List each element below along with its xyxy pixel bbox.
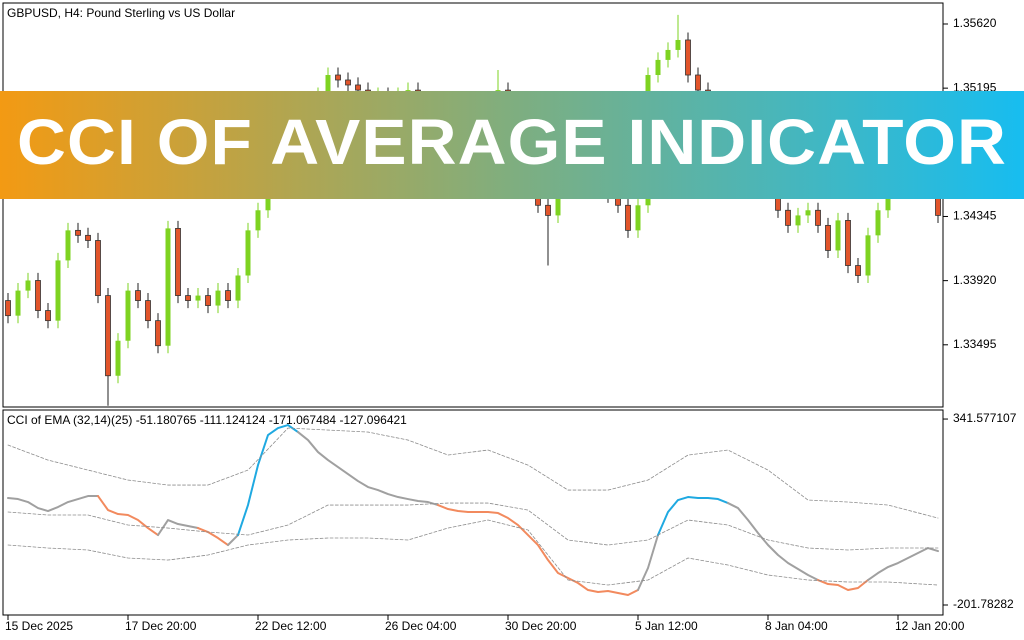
x-tick-label: 22 Dec 12:00 bbox=[255, 619, 327, 633]
indicator-line bbox=[637, 534, 659, 592]
indicator-line bbox=[727, 502, 819, 582]
candle-body bbox=[235, 275, 241, 301]
x-tick-label: 15 Dec 2025 bbox=[5, 619, 73, 633]
candle-body bbox=[845, 219, 851, 266]
indicator-line bbox=[437, 504, 639, 597]
candle-body bbox=[65, 230, 71, 261]
candle-body bbox=[105, 295, 111, 377]
candle-body bbox=[885, 190, 891, 211]
candle-body bbox=[175, 228, 181, 296]
pane-line bbox=[7, 424, 939, 597]
y-tick-label: 1.35195 bbox=[953, 80, 997, 94]
candle-body bbox=[185, 295, 191, 301]
candle-body bbox=[675, 39, 681, 50]
banner-background bbox=[0, 91, 1024, 199]
candle-body bbox=[95, 240, 101, 296]
candle-body bbox=[155, 320, 161, 347]
candle-body bbox=[785, 209, 791, 226]
indicator-line bbox=[817, 579, 869, 592]
band-line bbox=[7, 519, 939, 586]
indicator-line bbox=[237, 424, 299, 537]
candle-body bbox=[45, 310, 51, 322]
candle-body bbox=[805, 210, 811, 216]
x-tick-label: 17 Dec 20:00 bbox=[125, 619, 197, 633]
candle-body bbox=[255, 210, 261, 231]
candle-body bbox=[25, 280, 31, 291]
candle-body bbox=[635, 205, 641, 231]
indicator-line bbox=[197, 527, 229, 547]
candle-body bbox=[345, 79, 351, 86]
x-tick-label: 12 Jan 20:00 bbox=[895, 619, 965, 633]
candle-body bbox=[655, 59, 661, 76]
indicator-line bbox=[297, 431, 439, 507]
y-tick-label: 1.33495 bbox=[953, 337, 997, 351]
candle-body bbox=[145, 300, 151, 322]
candle-body bbox=[55, 260, 61, 321]
candle-body bbox=[75, 229, 81, 236]
candle-body bbox=[825, 224, 831, 251]
y-tick-label: 1.34345 bbox=[953, 209, 997, 223]
candle-body bbox=[205, 295, 211, 306]
candle-body bbox=[865, 235, 871, 276]
candle-body bbox=[35, 280, 41, 311]
pane-title: CCI of EMA (32,14)(25) -51.180765 -111.1… bbox=[7, 413, 407, 427]
indicator-line bbox=[7, 495, 99, 513]
candle-body bbox=[195, 295, 201, 301]
y-tick-label: 1.35620 bbox=[953, 16, 997, 30]
candle-body bbox=[165, 228, 171, 346]
indicator-line bbox=[867, 547, 939, 582]
candle-body bbox=[795, 215, 801, 226]
pane-title: GBPUSD, H4: Pound Sterling vs US Dollar bbox=[7, 6, 235, 20]
indicator-line bbox=[157, 519, 199, 537]
candle-body bbox=[625, 204, 631, 231]
pane-frame bbox=[2, 2, 944, 408]
candle-body bbox=[355, 84, 361, 91]
candle-body bbox=[125, 290, 131, 341]
indicator-line bbox=[657, 496, 729, 537]
candle-body bbox=[225, 290, 231, 301]
candle-body bbox=[115, 340, 121, 376]
candle-body bbox=[685, 39, 691, 76]
candle-body bbox=[855, 265, 861, 276]
candle-body bbox=[695, 74, 701, 91]
candle-body bbox=[875, 210, 881, 236]
candle-body bbox=[265, 190, 271, 211]
candle-body bbox=[15, 290, 21, 316]
candle-body bbox=[5, 300, 11, 317]
plot-area: GBPUSD, H4: Pound Sterling vs US Dollar 1… bbox=[2, 2, 1017, 633]
band-line bbox=[7, 427, 939, 519]
x-tick-label: 5 Jan 12:00 bbox=[635, 619, 698, 633]
candle-body bbox=[85, 234, 91, 241]
x-tick-label: 30 Dec 20:00 bbox=[505, 619, 577, 633]
indicator-line bbox=[227, 534, 239, 547]
indicator-line bbox=[97, 495, 159, 537]
candle-body bbox=[245, 230, 251, 276]
candle-body bbox=[545, 204, 551, 216]
x-tick-label: 26 Dec 04:00 bbox=[385, 619, 457, 633]
candle-body bbox=[555, 190, 561, 216]
candle-body bbox=[135, 290, 141, 301]
banner-title: CCI OF AVERAGE INDICATOR bbox=[17, 106, 1007, 178]
candle-body bbox=[815, 209, 821, 226]
candle-body bbox=[335, 74, 341, 81]
candle-body bbox=[835, 220, 841, 251]
candle-body bbox=[215, 290, 221, 306]
candle-body bbox=[325, 75, 331, 96]
y-tick-label: -201.78282 bbox=[953, 597, 1014, 611]
y-tick-label: 341.577107 bbox=[953, 411, 1017, 425]
x-tick-label: 8 Jan 04:00 bbox=[765, 619, 828, 633]
banner: CCI OF AVERAGE INDICATOR bbox=[0, 91, 1024, 199]
band-line bbox=[7, 502, 939, 551]
y-tick-label: 1.33920 bbox=[953, 273, 997, 287]
candle-body bbox=[665, 49, 671, 60]
